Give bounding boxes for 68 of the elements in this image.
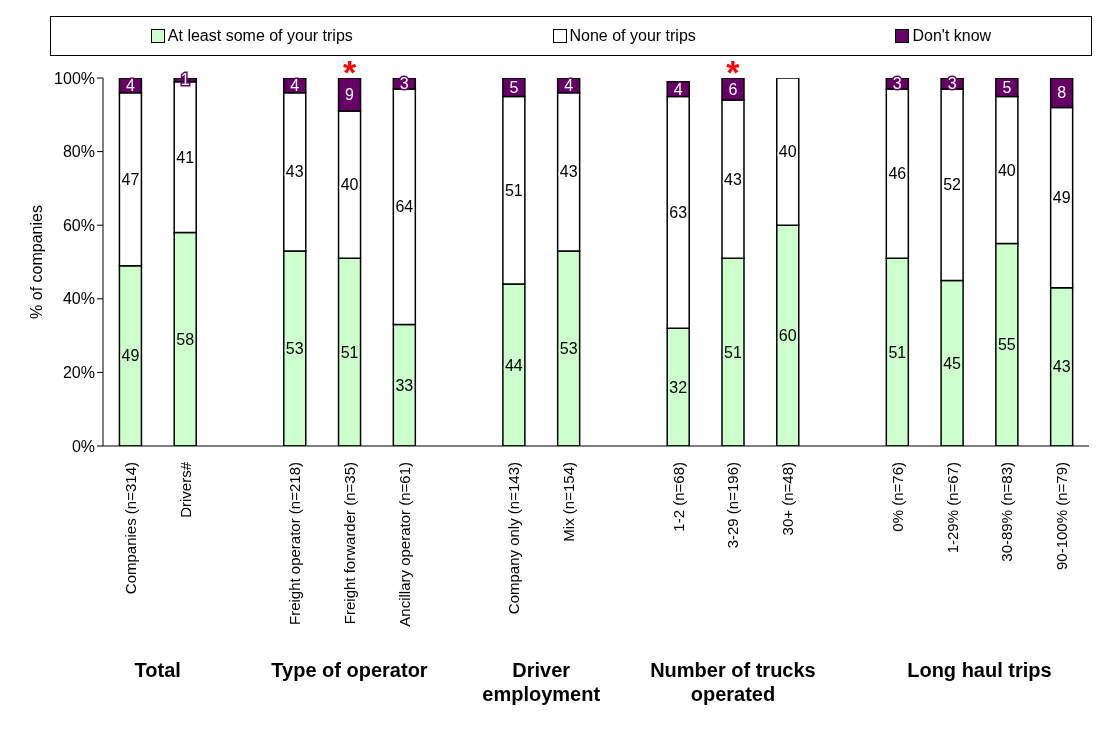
data-label: 55 [997, 336, 1016, 354]
data-label: 51 [888, 343, 907, 361]
text: Type of operator [270, 658, 429, 682]
data-label: 4 [673, 80, 683, 98]
y-tick-label: 60% [62, 216, 95, 234]
x-tick-label: Freight operator (n=218) [286, 462, 304, 626]
data-label: 44 [504, 356, 523, 374]
data-label: 32 [669, 378, 688, 396]
data-label: 40 [997, 161, 1016, 179]
y-tick-label: 100% [54, 69, 95, 87]
data-label: 5 [509, 78, 519, 96]
x-tick-label: 1-29% (n=67) [943, 462, 961, 554]
data-label: 3 [892, 75, 902, 93]
data-label: 51 [340, 343, 359, 361]
x-tick-label: Companies (n=314) [121, 462, 139, 595]
legend-label: None of your trips [568, 27, 696, 45]
y-tick-label: 40% [62, 290, 95, 308]
data-label: 43 [285, 163, 304, 181]
y-tick-label: 0% [71, 437, 95, 455]
data-label: 3 [947, 75, 957, 93]
x-tick-label: 1-2 (n=68) [669, 462, 687, 532]
data-label: 49 [1052, 189, 1071, 207]
data-label: 4 [290, 76, 300, 94]
legend-label: At least some of your trips [166, 27, 353, 45]
y-tick-label: 80% [62, 143, 95, 161]
x-tick-label: Ancillary operator (n=61) [395, 462, 413, 627]
data-label: 41 [176, 148, 195, 166]
text: Long haul trips [906, 658, 1053, 682]
data-label: 60 [778, 327, 797, 345]
y-tick-label: 20% [62, 364, 95, 382]
data-label: 8 [1057, 84, 1067, 102]
x-tick-label: 30+ (n=48) [779, 462, 797, 536]
data-label: 46 [888, 165, 907, 183]
data-label: 52 [943, 176, 962, 194]
data-label: 53 [285, 339, 304, 357]
data-label: 40 [778, 143, 797, 161]
data-label: 51 [724, 343, 742, 361]
x-tick-label: Mix (n=154) [560, 462, 578, 542]
data-label: 43 [724, 170, 742, 188]
data-label: 58 [176, 330, 195, 348]
data-label: 5 [1002, 78, 1012, 96]
data-label: 51 [504, 181, 523, 199]
x-tick-label: Freight forwarder (n=35) [341, 462, 358, 625]
data-label: 33 [395, 376, 414, 394]
data-label: 43 [1052, 358, 1071, 376]
x-tick-label: 3-29 (n=196) [724, 462, 742, 549]
data-label: 6 [728, 80, 738, 98]
y-axis-title: % of companies [27, 205, 45, 319]
data-label: 43 [559, 163, 578, 181]
legend-label: Don't know [911, 27, 992, 45]
data-label: 3 [399, 75, 409, 93]
text: Number of trucks operated [649, 658, 817, 706]
x-tick-label: Drivers# [176, 461, 194, 518]
x-tick-label: 90-100% (n=79) [1053, 462, 1071, 570]
data-label: 4 [125, 76, 135, 94]
data-label: 4 [564, 76, 574, 94]
data-label: 53 [559, 339, 578, 357]
x-tick-label: 0% (n=76) [888, 462, 906, 532]
data-label: 47 [121, 170, 140, 188]
x-tick-label: 30-89% (n=83) [998, 462, 1016, 562]
text: Total [133, 658, 182, 682]
text: Driver employment [481, 658, 602, 706]
data-label: 64 [395, 198, 414, 216]
data-label: 45 [943, 354, 962, 372]
x-tick-label: Company only (n=143) [505, 462, 523, 615]
data-label: 63 [669, 203, 688, 221]
data-label: 40 [340, 176, 359, 194]
data-label: 49 [121, 347, 140, 365]
